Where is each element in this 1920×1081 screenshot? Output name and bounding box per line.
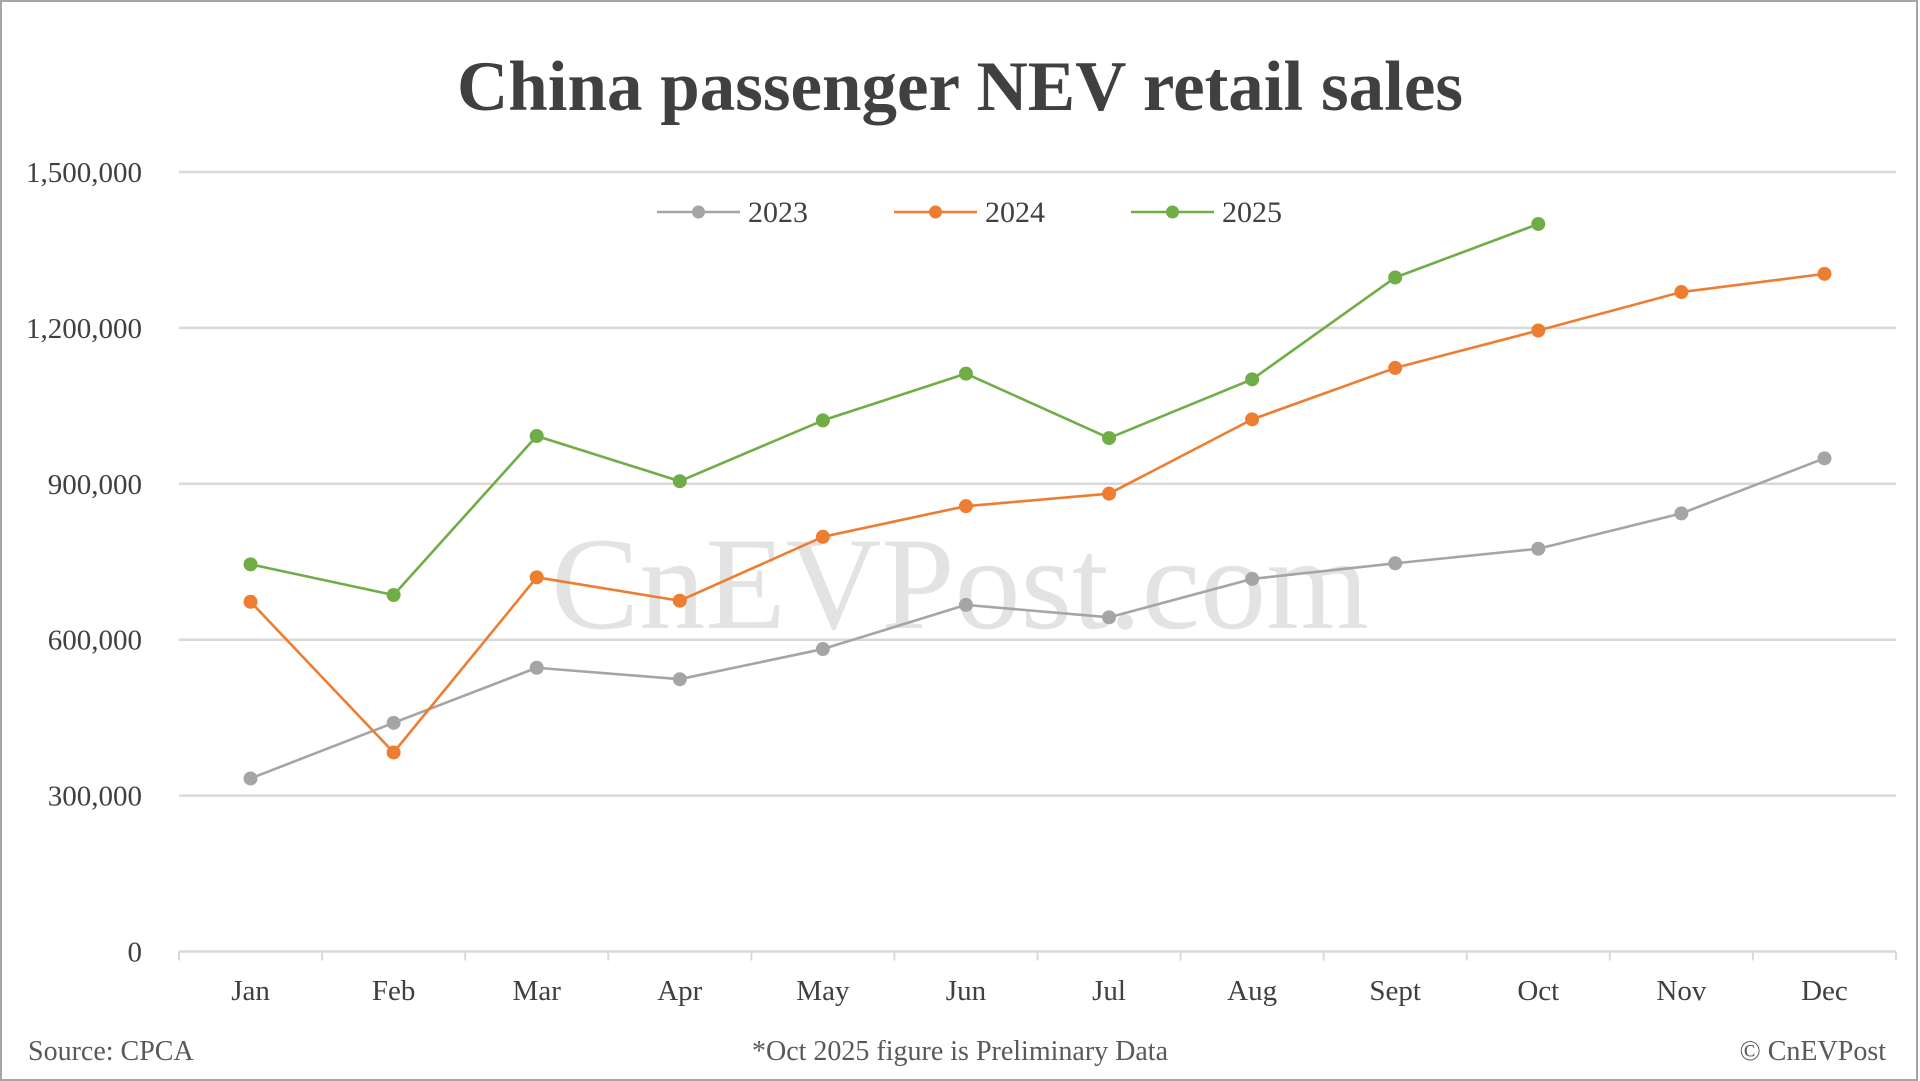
data-point-marker[interactable] — [815, 413, 830, 428]
x-tick-label: Apr — [657, 975, 702, 1007]
legend-item-2025[interactable]: 2025 — [1131, 196, 1282, 229]
data-point-marker[interactable] — [1531, 323, 1546, 338]
series-2024 — [243, 266, 1832, 760]
data-point-marker[interactable] — [1531, 216, 1546, 231]
data-point-marker[interactable] — [386, 745, 401, 760]
data-point-marker[interactable] — [243, 594, 258, 609]
watermark: CnEVPost.com — [551, 510, 1369, 657]
x-tick-label: Dec — [1801, 975, 1848, 1007]
copyright-label: © CnEVPost — [1739, 1036, 1886, 1067]
x-axis: Jan Feb Mar Apr May Jun Jul Aug Sept Oct Nov Dec — [178, 950, 1897, 1007]
data-point-marker[interactable] — [529, 660, 544, 675]
x-tick-label: Jan — [231, 975, 270, 1007]
legend-label: 2023 — [748, 196, 808, 229]
y-tick-label: 0 — [128, 937, 143, 969]
data-point-marker[interactable] — [1388, 360, 1403, 375]
x-tick-label: May — [796, 975, 850, 1007]
chart-title: China passenger NEV retail sales — [457, 48, 1463, 126]
x-tick-label: Sept — [1369, 975, 1421, 1007]
data-point-marker[interactable] — [1388, 556, 1403, 571]
data-point-marker[interactable] — [386, 588, 401, 603]
data-point-marker[interactable] — [815, 642, 830, 657]
x-tick-label: Jun — [946, 975, 987, 1007]
legend-label: 2025 — [1222, 196, 1282, 229]
legend: 2023 2024 2025 — [657, 196, 1282, 229]
legend-item-2023[interactable]: 2023 — [657, 196, 808, 229]
data-point-marker[interactable] — [243, 771, 258, 786]
x-tick-label: Aug — [1227, 975, 1277, 1007]
series-line — [250, 457, 1825, 780]
data-point-marker[interactable] — [1674, 285, 1689, 300]
data-point-marker[interactable] — [958, 597, 973, 612]
data-point-marker[interactable] — [672, 672, 687, 687]
series-2025 — [243, 216, 1546, 603]
data-point-marker[interactable] — [1102, 486, 1117, 501]
y-tick-label: 600,000 — [48, 625, 142, 657]
y-tick-label: 900,000 — [48, 469, 142, 501]
watermark-text: CnEVPost.com — [551, 510, 1369, 657]
data-point-marker[interactable] — [1245, 412, 1260, 427]
data-point-marker[interactable] — [815, 529, 830, 544]
series-lines — [243, 216, 1832, 786]
data-point-marker[interactable] — [1102, 610, 1117, 625]
y-axis: 0 300,000 600,000 900,000 1,200,000 1,500,000 — [26, 157, 142, 969]
data-point-marker[interactable] — [1245, 372, 1260, 387]
gridlines — [179, 170, 1896, 797]
data-point-marker[interactable] — [1102, 431, 1117, 446]
data-point-marker[interactable] — [958, 366, 973, 381]
x-tick-label: Jul — [1092, 975, 1126, 1007]
data-point-marker[interactable] — [529, 428, 544, 443]
data-point-marker[interactable] — [386, 715, 401, 730]
data-point-marker[interactable] — [1817, 266, 1832, 281]
x-tick-label: Nov — [1656, 975, 1706, 1007]
data-point-marker[interactable] — [1531, 541, 1546, 556]
data-point-marker[interactable] — [1388, 270, 1403, 285]
y-tick-label: 1,500,000 — [26, 157, 142, 189]
series-line — [249, 272, 1825, 754]
data-point-marker[interactable] — [672, 593, 687, 608]
x-tick-label: Feb — [372, 975, 416, 1007]
legend-marker-icon — [929, 205, 942, 219]
data-point-marker[interactable] — [958, 499, 973, 514]
data-point-marker[interactable] — [529, 570, 544, 585]
series-line — [250, 222, 1539, 597]
legend-marker-icon — [1166, 205, 1179, 219]
data-point-marker[interactable] — [1817, 451, 1832, 466]
preliminary-note: *Oct 2025 figure is Preliminary Data — [751, 1036, 1168, 1067]
legend-marker-icon — [692, 205, 705, 219]
data-point-marker[interactable] — [672, 474, 687, 489]
data-point-marker[interactable] — [243, 557, 258, 572]
source-label: Source: CPCA — [28, 1036, 194, 1067]
x-tick-label: Mar — [513, 975, 562, 1007]
x-tick-label: Oct — [1517, 975, 1559, 1007]
y-tick-label: 1,200,000 — [26, 313, 142, 345]
data-point-marker[interactable] — [1245, 571, 1260, 586]
legend-label: 2024 — [985, 196, 1045, 229]
series-2023 — [243, 451, 1832, 786]
data-point-marker[interactable] — [1674, 506, 1689, 521]
y-tick-label: 300,000 — [48, 781, 142, 813]
legend-item-2024[interactable]: 2024 — [894, 196, 1045, 229]
